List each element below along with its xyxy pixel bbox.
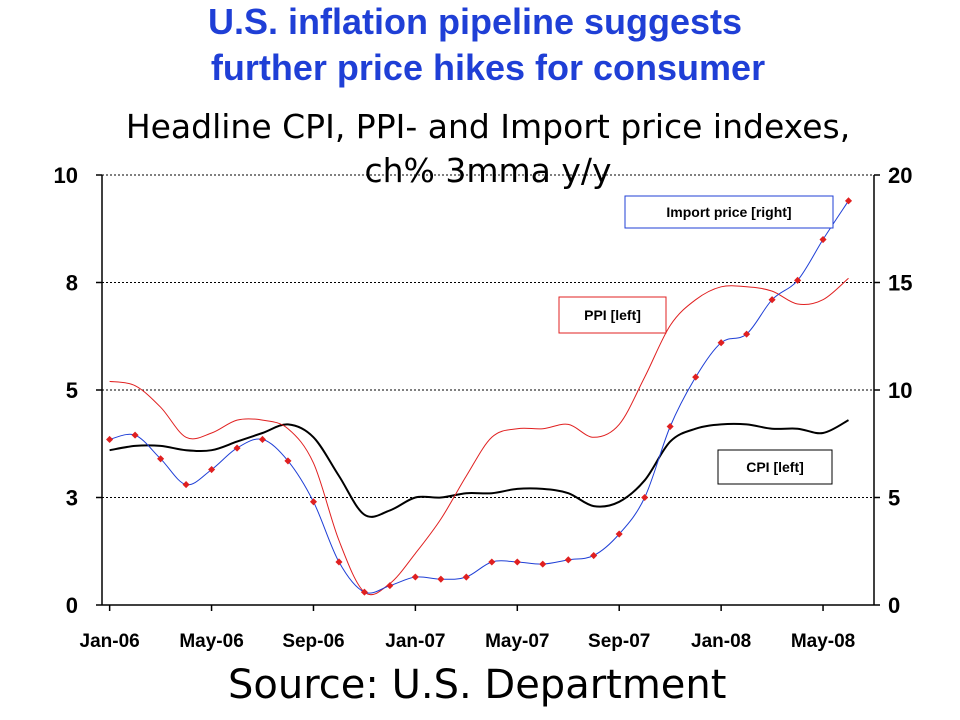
- x-tick-label: Jan-08: [691, 631, 751, 652]
- left-tick-label: 10: [54, 163, 78, 188]
- right-tick-label: 0: [888, 593, 900, 618]
- x-tick-label: Jan-06: [80, 631, 140, 652]
- import-price-point: [513, 558, 521, 566]
- import-price-point: [335, 558, 343, 566]
- import-price-point: [564, 556, 572, 564]
- import-price-point: [590, 552, 598, 560]
- x-tick-label: Jan-07: [385, 631, 445, 652]
- x-tick-label: Sep-06: [282, 631, 344, 652]
- left-axis-ticks: 0 3 5 8 10: [54, 163, 102, 618]
- left-tick-label: 3: [66, 486, 78, 511]
- import-price-point: [666, 422, 674, 431]
- chart-subtitle-line-2: ch% 3mma y/y: [364, 151, 612, 190]
- x-tick-label: May-08: [791, 631, 855, 652]
- ppi-line: [109, 277, 849, 596]
- import-price-point: [641, 493, 649, 502]
- import-price-point: [182, 481, 190, 489]
- import-price-point: [717, 339, 725, 347]
- ppi-label-box: [558, 296, 667, 334]
- import-price-label-box: [624, 195, 834, 229]
- import-price-point: [692, 373, 700, 381]
- import-price-point: [462, 573, 470, 581]
- right-axis-ticks: 0 5 10 15 20: [874, 163, 912, 618]
- import-price-point: [208, 465, 216, 474]
- import-price-point: [794, 276, 802, 284]
- x-tick-label: May-06: [179, 631, 243, 652]
- cpi-label: CPI [left]: [746, 459, 804, 475]
- left-tick-label: 5: [66, 378, 78, 403]
- ppi-label: PPI [left]: [584, 307, 641, 323]
- import-price-point: [615, 530, 623, 538]
- import-price-point: [233, 444, 241, 452]
- import-price-point: [284, 457, 292, 465]
- import-price-point: [768, 296, 776, 304]
- import-price-point: [844, 197, 853, 205]
- import-price-point: [157, 455, 165, 463]
- cpi-label-box: [717, 449, 833, 485]
- series-labels: Import price [right] PPI [left] CPI [left]: [558, 195, 834, 485]
- chart-title-line-1: U.S. inflation pipeline suggests: [207, 1, 743, 42]
- left-tick-label: 0: [66, 593, 78, 618]
- import-price-point: [743, 330, 751, 338]
- import-price-point: [437, 575, 445, 583]
- right-tick-label: 20: [888, 163, 912, 188]
- import-price-label: Import price [right]: [666, 204, 791, 220]
- import-price-point: [258, 435, 267, 443]
- chart-title-line-2: further price hikes for consumer: [210, 47, 766, 88]
- chart-subtitle-line-1: Headline CPI, PPI- and Import price inde…: [125, 107, 851, 146]
- left-tick-label: 8: [66, 271, 78, 296]
- x-tick-label: Sep-07: [588, 631, 650, 652]
- import-price-point: [131, 431, 139, 439]
- import-price-point: [386, 582, 394, 590]
- series-lines: [106, 197, 853, 596]
- source-note: Source: U.S. Department: [228, 662, 727, 708]
- x-axis-ticks: Jan-06 May-06 Sep-06 Jan-07 May-07 Sep-07 Jan-…: [80, 605, 855, 652]
- import-price-point: [539, 560, 547, 568]
- import-price-point: [488, 558, 496, 566]
- right-tick-label: 10: [888, 378, 912, 403]
- import-price-point: [106, 435, 114, 444]
- import-price-line: [109, 200, 849, 594]
- right-tick-label: 5: [888, 486, 900, 511]
- cpi-line: [109, 419, 849, 518]
- right-tick-label: 15: [888, 271, 912, 296]
- import-price-point: [819, 235, 827, 244]
- gridlines: [102, 174, 874, 498]
- import-price-point: [411, 573, 419, 581]
- x-tick-label: May-07: [485, 631, 549, 652]
- import-price-point: [309, 498, 318, 506]
